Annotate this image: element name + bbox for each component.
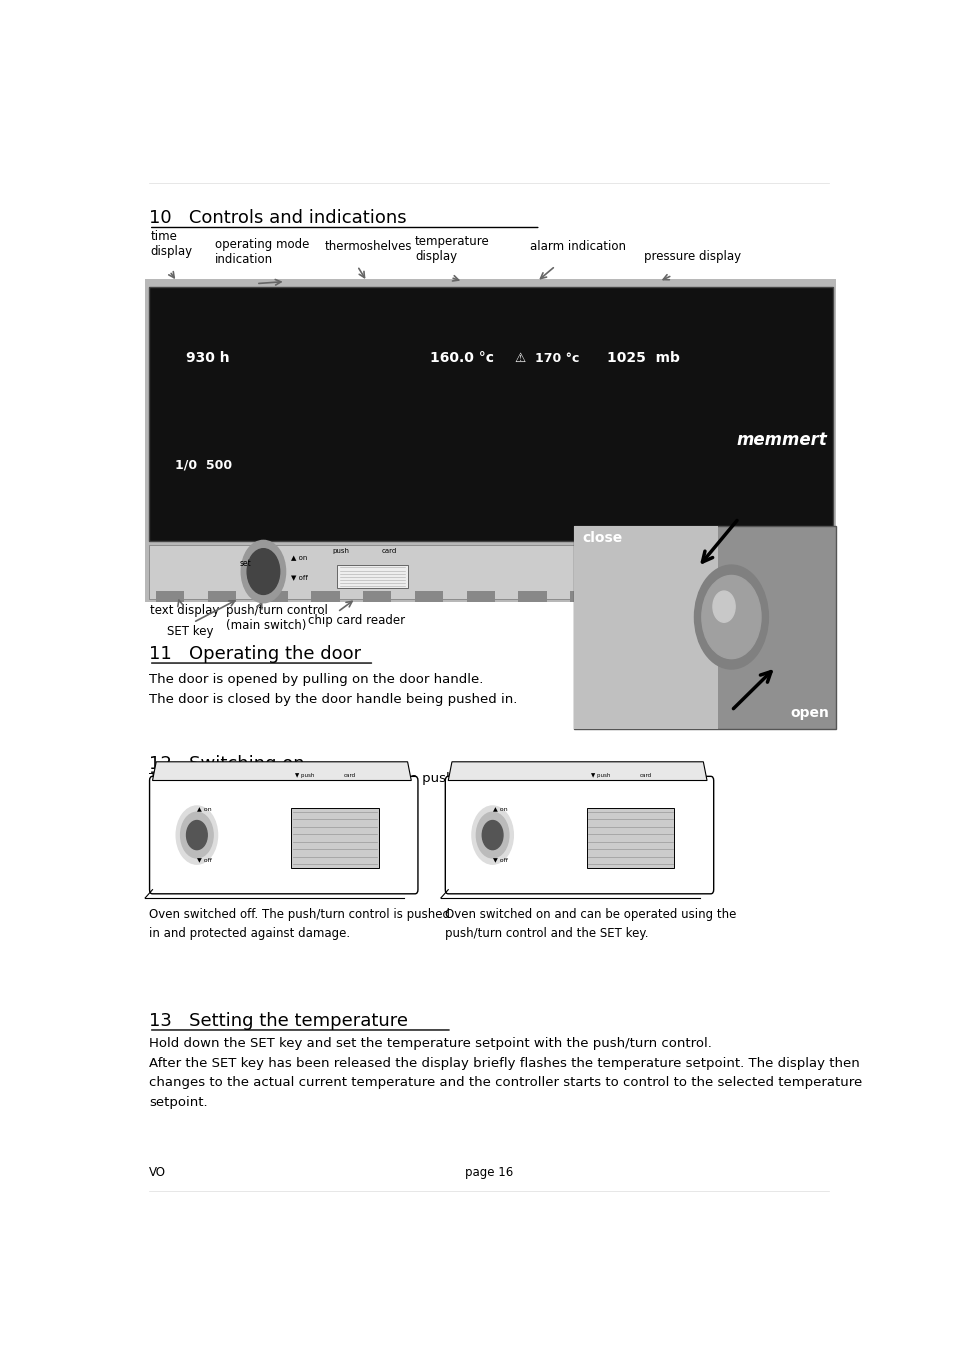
Text: 13   Setting the temperature: 13 Setting the temperature bbox=[149, 1012, 407, 1030]
Text: ▲ on: ▲ on bbox=[492, 807, 507, 813]
Text: 12   Switching on: 12 Switching on bbox=[149, 755, 304, 772]
Polygon shape bbox=[152, 761, 411, 780]
Circle shape bbox=[482, 821, 502, 849]
Circle shape bbox=[176, 806, 217, 864]
Circle shape bbox=[701, 575, 760, 659]
Text: thermoshelves: thermoshelves bbox=[324, 240, 412, 254]
Bar bbox=[574, 526, 836, 729]
Bar bbox=[777, 591, 804, 602]
Text: memmert: memmert bbox=[736, 431, 826, 448]
Text: Oven switched off. The push/turn control is pushed
in and protected against dama: Oven switched off. The push/turn control… bbox=[149, 909, 450, 941]
Text: ▼ off: ▼ off bbox=[196, 857, 212, 863]
Text: Oven switched on and can be operated using the
push/turn control and the SET key: Oven switched on and can be operated usi… bbox=[444, 909, 735, 941]
Text: ▼ off: ▼ off bbox=[291, 574, 307, 580]
Text: ▲ on: ▲ on bbox=[196, 807, 212, 813]
Circle shape bbox=[187, 821, 207, 849]
Polygon shape bbox=[448, 761, 706, 780]
Bar bbox=[259, 591, 288, 602]
Text: 1/0  500: 1/0 500 bbox=[174, 459, 232, 471]
Text: close: close bbox=[582, 531, 622, 545]
Text: push/turn control
(main switch): push/turn control (main switch) bbox=[226, 603, 328, 632]
Bar bbox=[586, 807, 674, 868]
Text: ▼ push: ▼ push bbox=[295, 774, 314, 779]
Bar bbox=[311, 591, 339, 602]
Text: temperature
display: temperature display bbox=[415, 235, 489, 263]
Text: open: open bbox=[789, 706, 828, 720]
Bar bbox=[291, 807, 378, 868]
Text: ⚠  170 °c: ⚠ 170 °c bbox=[515, 351, 578, 364]
Text: VO: VO bbox=[149, 1165, 166, 1179]
Text: 930 h: 930 h bbox=[186, 351, 229, 364]
Text: 160.0 °c: 160.0 °c bbox=[429, 351, 494, 364]
Text: operating mode
indication: operating mode indication bbox=[215, 238, 310, 266]
Text: pressure display: pressure display bbox=[643, 250, 740, 263]
Bar bbox=[466, 591, 495, 602]
Text: The oven is switched on by pressing the push/turn control.: The oven is switched on by pressing the … bbox=[149, 772, 540, 786]
Bar bbox=[156, 591, 184, 602]
Circle shape bbox=[712, 591, 735, 622]
Bar bbox=[518, 591, 546, 602]
Text: text display: text display bbox=[151, 603, 219, 617]
Text: ▼ off: ▼ off bbox=[492, 857, 507, 863]
Text: ▼ push: ▼ push bbox=[591, 774, 610, 779]
Circle shape bbox=[472, 806, 513, 864]
Text: chip card reader: chip card reader bbox=[308, 614, 404, 628]
Circle shape bbox=[476, 813, 508, 859]
Circle shape bbox=[694, 566, 767, 670]
Text: Hold down the SET key and set the temperature setpoint with the push/turn contro: Hold down the SET key and set the temper… bbox=[149, 1037, 862, 1108]
Circle shape bbox=[247, 548, 279, 594]
Text: time
display: time display bbox=[151, 230, 193, 258]
Bar bbox=[570, 591, 598, 602]
Bar bbox=[149, 286, 832, 541]
Text: 10   Controls and indications: 10 Controls and indications bbox=[149, 209, 406, 227]
Circle shape bbox=[241, 540, 285, 602]
Text: 11   Operating the door: 11 Operating the door bbox=[149, 645, 360, 663]
Text: page 16: page 16 bbox=[464, 1165, 513, 1179]
Text: monitor temperature
indication: monitor temperature indication bbox=[625, 603, 750, 632]
Bar bbox=[208, 591, 235, 602]
Bar bbox=[673, 591, 701, 602]
Bar bbox=[621, 591, 649, 602]
Text: 1025  mb: 1025 mb bbox=[606, 351, 679, 364]
FancyBboxPatch shape bbox=[150, 776, 417, 894]
Text: card: card bbox=[381, 548, 396, 554]
Text: push: push bbox=[332, 548, 349, 554]
Text: The door is opened by pulling on the door handle.
The door is closed by the door: The door is opened by pulling on the doo… bbox=[149, 674, 517, 706]
Circle shape bbox=[180, 813, 213, 859]
Bar bbox=[363, 591, 391, 602]
Text: SET key: SET key bbox=[167, 625, 213, 637]
Text: card: card bbox=[639, 774, 651, 779]
FancyBboxPatch shape bbox=[445, 776, 713, 894]
Bar bbox=[415, 591, 442, 602]
Bar bbox=[149, 544, 832, 598]
Bar bbox=[724, 591, 753, 602]
Text: card: card bbox=[343, 774, 355, 779]
Text: alarm indication: alarm indication bbox=[529, 240, 625, 254]
Text: ▲ on: ▲ on bbox=[291, 555, 307, 562]
Bar bbox=[145, 279, 836, 602]
Text: set: set bbox=[239, 559, 252, 568]
Polygon shape bbox=[574, 525, 718, 729]
Bar bbox=[337, 566, 407, 589]
